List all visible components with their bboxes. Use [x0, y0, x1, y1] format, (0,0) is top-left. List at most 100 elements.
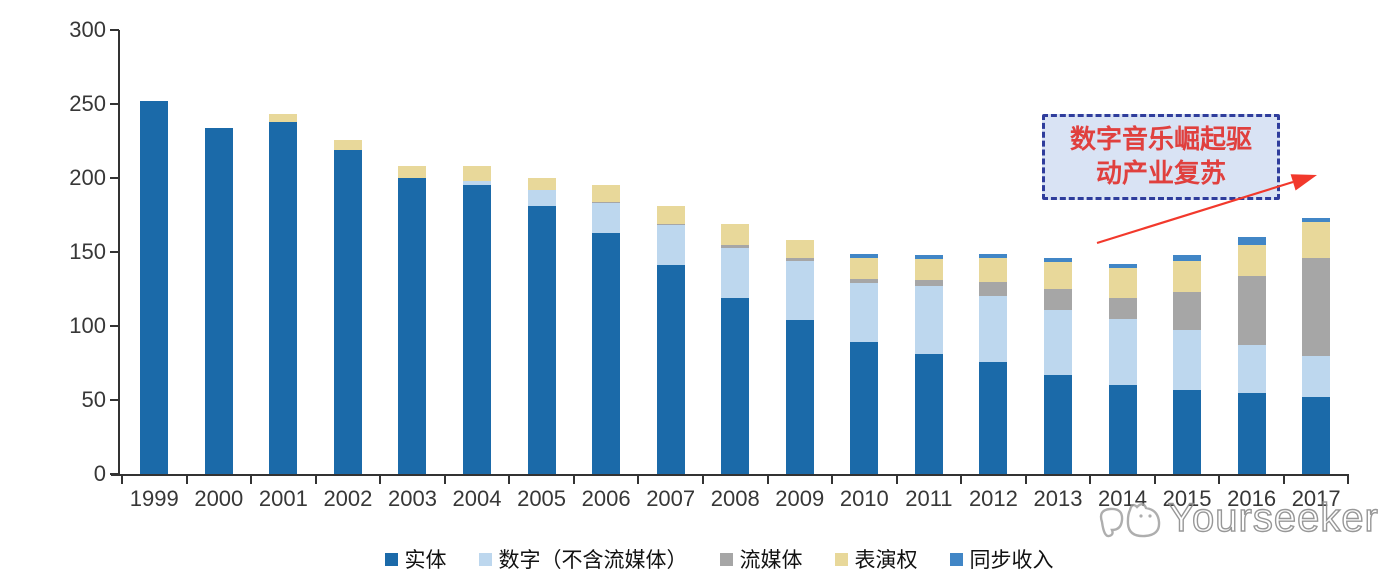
x-axis-label: 2015 [1162, 486, 1212, 511]
bar-segment [785, 320, 814, 474]
y-axis-tick [110, 177, 119, 179]
x-axis-tick [508, 476, 511, 484]
bar-segment [721, 244, 750, 248]
bar-2007 [656, 206, 685, 474]
x-axis-tick [1153, 476, 1156, 484]
bar-segment [1302, 355, 1331, 398]
x-axis-label: 2010 [839, 486, 889, 511]
bar-segment [721, 223, 750, 245]
x-axis-tick [831, 476, 834, 484]
y-axis-label: 250 [69, 91, 106, 116]
bar-segment [1237, 237, 1266, 245]
bar-2016 [1237, 237, 1266, 474]
bar-2015 [1173, 255, 1202, 474]
bar-segment [914, 354, 943, 474]
x-axis-tick [185, 476, 188, 484]
bar-segment [527, 189, 556, 207]
bar-2000 [204, 127, 233, 474]
bar-2012 [979, 253, 1008, 474]
x-axis-label: 2000 [194, 486, 244, 511]
x-axis-line [111, 474, 1349, 476]
bar-segment [850, 278, 879, 284]
bar-segment [463, 180, 492, 186]
bar-segment [527, 178, 556, 190]
bar-segment [1043, 257, 1072, 263]
bar-segment [398, 178, 427, 474]
x-axis-label: 2001 [258, 486, 308, 511]
bar-segment [1237, 275, 1266, 346]
legend-label: 数字（不含流媒体） [498, 549, 688, 572]
x-axis-tick [572, 476, 575, 484]
bar-segment [656, 265, 685, 474]
bar-2005 [527, 178, 556, 474]
bar-segment [1173, 330, 1202, 390]
bar-segment [979, 253, 1008, 258]
bar-segment [1043, 374, 1072, 474]
bar-segment [592, 232, 621, 474]
x-axis-tick [1218, 476, 1221, 484]
bar-segment [914, 280, 943, 287]
x-axis-tick [1024, 476, 1027, 484]
bar-segment [204, 127, 233, 474]
bar-segment [850, 253, 879, 258]
x-axis-tick [314, 476, 317, 484]
x-axis-label: 2008 [710, 486, 760, 511]
x-axis-tick [766, 476, 769, 484]
bar-segment [1108, 297, 1137, 319]
x-axis-label: 2004 [452, 486, 502, 511]
bar-segment [333, 139, 362, 150]
x-axis-tick [895, 476, 898, 484]
bar-segment [785, 240, 814, 258]
watermark: Yourseeker [1096, 492, 1379, 544]
bar-2004 [463, 166, 492, 474]
bar-2009 [785, 240, 814, 474]
x-axis-tick [443, 476, 446, 484]
bar-segment [1302, 397, 1331, 474]
bar-segment [592, 201, 621, 204]
legend-label: 流媒体 [739, 549, 803, 572]
bar-segment [1108, 385, 1137, 474]
bar-segment [914, 259, 943, 281]
bar-segment [592, 203, 621, 233]
x-axis-tick [1282, 476, 1285, 484]
y-axis-tick [110, 251, 119, 253]
bar-segment [527, 206, 556, 474]
y-axis-tick [110, 325, 119, 327]
bar-segment [656, 206, 685, 224]
bar-2001 [269, 114, 298, 474]
y-axis-tick [110, 399, 119, 401]
bar-2008 [721, 223, 750, 474]
bar-segment [850, 283, 879, 343]
bar-segment [1302, 217, 1331, 223]
bar-1999 [140, 101, 169, 474]
bar-segment [1173, 260, 1202, 292]
y-axis-line [118, 30, 120, 476]
x-axis-tick [701, 476, 704, 484]
annotation-box: 数字音乐崛起驱 动产业复苏 [1042, 114, 1280, 200]
legend-swatch-icon [834, 552, 848, 566]
bar-segment [1173, 291, 1202, 331]
x-axis-tick [1089, 476, 1092, 484]
y-axis-label: 150 [69, 239, 106, 264]
legend-swatch-icon [949, 552, 963, 566]
bar-2006 [592, 185, 621, 474]
y-axis-label: 300 [69, 17, 106, 42]
x-axis-tick [637, 476, 640, 484]
x-axis-label: 2016 [1227, 486, 1277, 511]
bar-2010 [850, 253, 879, 474]
x-axis-label: 2011 [905, 486, 953, 511]
x-axis-tick [379, 476, 382, 484]
y-axis-label: 50 [81, 387, 106, 412]
bar-2017 [1302, 217, 1331, 474]
legend-label: 表演权 [854, 549, 918, 572]
bar-segment [656, 225, 685, 266]
bar-2013 [1043, 257, 1072, 474]
y-axis-label: 100 [69, 313, 106, 338]
bar-segment [850, 257, 879, 279]
annotation-line1: 数字音乐崛起驱 [1069, 124, 1252, 155]
bar-segment [333, 149, 362, 474]
x-axis-label: 2012 [968, 486, 1018, 511]
chart-legend: 实体 数字（不含流媒体） 流媒体 表演权 同步收入 [40, 544, 1398, 574]
bar-segment [1173, 255, 1202, 261]
x-axis-label: 2013 [1033, 486, 1083, 511]
